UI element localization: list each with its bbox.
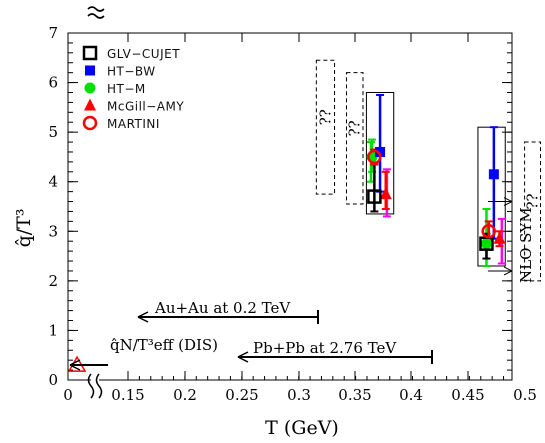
dis-arrow-head (69, 359, 81, 371)
x-tick-label: 0.35 (338, 386, 371, 404)
legend-label: HT−M (107, 82, 146, 96)
x-tick-label: 0.45 (451, 386, 484, 404)
data-point (367, 189, 382, 204)
legend-label: HT−BW (107, 65, 156, 79)
data-point (493, 231, 506, 244)
unknown-label: ?? (524, 193, 542, 209)
y-tick-label: 2 (48, 272, 58, 290)
data-point (375, 146, 386, 157)
x-tick-label: 0 (63, 386, 73, 404)
data-point (367, 149, 382, 165)
x-tick-label: 0.15 (111, 386, 144, 404)
unknown-label: ?? (316, 109, 334, 125)
auau-annotation: Au+Au at 0.2 TeV (154, 299, 291, 317)
unknown-label: ?? (346, 120, 364, 136)
axis-break-bottom (87, 373, 103, 399)
y-tick-label: 7 (48, 24, 58, 42)
dashed-uncertainty-box (315, 59, 336, 195)
axis-ticks: 0 0.15 0.2 0.25 0.3 0.35 0.4 0.45 0.5 0 1 2 3 4 5 6 7 (48, 6, 537, 404)
axis-break-gap (91, 374, 99, 400)
uncertainty-boxes: ?????? (315, 59, 542, 282)
legend-marker (82, 45, 98, 61)
plot-frame (67, 32, 513, 381)
y-tick-label: 4 (48, 173, 58, 191)
legend-label: MARTINI (107, 117, 160, 131)
data-point (488, 169, 499, 180)
data-point (379, 187, 392, 200)
auau-range-arrow-head (137, 311, 149, 323)
legend-marker (85, 65, 95, 76)
y-tick-label: 1 (48, 321, 58, 339)
data-point (480, 238, 492, 250)
y-axis-label: q̂/T³ (13, 209, 35, 248)
dis-annotation: q̂N/T³eff (DIS) (110, 336, 218, 354)
nlo-sym-label: NLO SYM (517, 207, 535, 283)
pbpb-range-arrow-head (237, 351, 249, 363)
nlo-sym-arrow-head (503, 197, 513, 206)
y-tick-label: 0 (48, 371, 58, 389)
y-tick-label: 3 (48, 222, 58, 240)
legend: GLV−CUJET HT−BW HT−M McGill−AMY MARTINI (82, 45, 184, 131)
x-tick-label: 0.25 (225, 386, 258, 404)
y-tick-label: 6 (48, 74, 58, 92)
nlo-sym-arrow-head (503, 266, 513, 276)
solid-uncertainty-box (365, 91, 395, 215)
dashed-uncertainty-box (345, 72, 364, 205)
annotations: T (GeV) Au+Au at 0.2 TeV Pb+Pb at 2.76 T… (13, 197, 535, 439)
dashed-uncertainty-box (524, 141, 542, 282)
legend-label: McGill−AMY (107, 100, 184, 114)
axis-break-top (87, 6, 105, 19)
x-axis-label: T (GeV) (265, 417, 339, 439)
x-tick-label: 0.2 (173, 386, 197, 404)
pbpb-annotation: Pb+Pb at 2.76 TeV (253, 339, 397, 357)
plot-border (67, 32, 513, 381)
x-tick-label: 0.3 (287, 386, 311, 404)
x-tick-label: 0.5 (513, 386, 537, 404)
data-point (481, 224, 496, 239)
legend-label: GLV−CUJET (107, 47, 180, 61)
y-tick-label: 5 (48, 123, 58, 141)
legend-marker (82, 115, 98, 131)
data-marks (67, 93, 506, 372)
legend-marker (84, 98, 96, 111)
x-tick-label: 0.4 (399, 386, 423, 404)
legend-marker (84, 82, 96, 94)
